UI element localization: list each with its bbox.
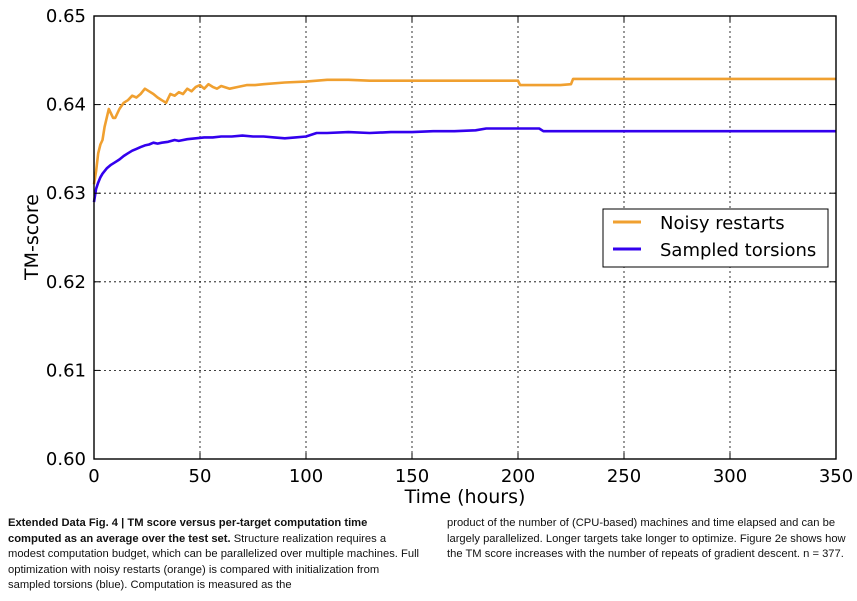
y-tick-label: 0.60 (46, 449, 86, 470)
y-tick-label: 0.65 (46, 6, 86, 27)
plot-frame (93, 15, 837, 460)
caption-body-left: Structure realization requires a modest … (8, 532, 420, 592)
figure-caption-left: Extended Data Fig. 4 | TM score versus p… (8, 516, 420, 594)
y-axis-title: TM-score (21, 194, 43, 281)
legend-box (602, 208, 829, 268)
x-tick-label: 50 (189, 466, 212, 487)
x-tick-label: 0 (88, 466, 99, 487)
series-line-sampled-torsions (92, 127, 836, 203)
y-tick-label: 0.61 (46, 360, 86, 381)
x-tick-label: 100 (289, 466, 323, 487)
series-line-noisy-restarts (92, 77, 836, 185)
y-tick-label: 0.64 (46, 95, 86, 116)
tick-labels: 0 50 100 150 200 250 300 350 0.60 0.61 0.62 0.63 0.6… (46, 6, 853, 487)
x-tick-label: 200 (501, 466, 535, 487)
x-tick-label: 150 (395, 466, 429, 487)
ticks (93, 15, 837, 460)
figure-caption-right: product of the number of (CPU-based) mac… (447, 517, 846, 560)
y-tick-label: 0.63 (46, 183, 86, 204)
x-tick-label: 250 (607, 466, 641, 487)
figure-label: Extended Data Fig. 4 | TM score versus p… (8, 517, 368, 545)
x-tick-label: 300 (713, 466, 747, 487)
series-layer (92, 77, 836, 203)
chart: 0 50 100 150 200 250 300 350 0.60 0.61 0.62 0.63 0.6… (21, 6, 853, 508)
legend-label-sampled-torsions: Sampled torsions (660, 240, 816, 261)
y-tick-label: 0.62 (46, 272, 86, 293)
legend: Noisy restarts Sampled torsions (602, 208, 829, 268)
legend-label-noisy-restarts: Noisy restarts (660, 213, 785, 234)
x-axis-title: Time (hours) (404, 486, 526, 508)
x-tick-label: 350 (819, 466, 853, 487)
